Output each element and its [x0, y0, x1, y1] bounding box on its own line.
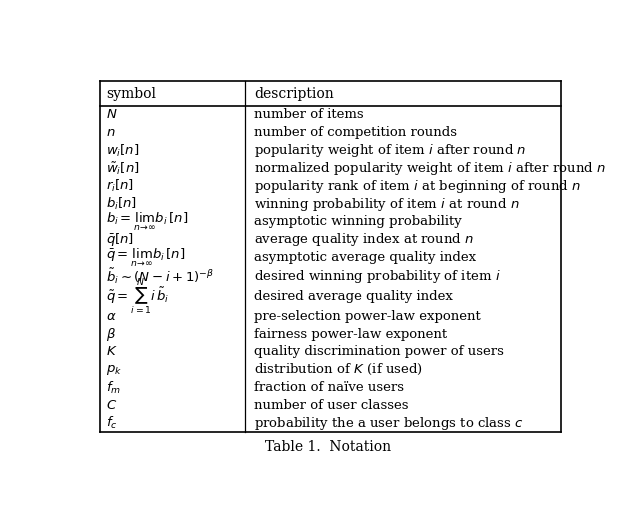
Text: Table 1.  Notation: Table 1. Notation: [265, 440, 391, 454]
Text: $\alpha$: $\alpha$: [106, 310, 116, 323]
Text: average quality index at round $n$: average quality index at round $n$: [254, 231, 474, 248]
Text: distribution of $K$ (if used): distribution of $K$ (if used): [254, 362, 423, 377]
Text: $f_m$: $f_m$: [106, 379, 121, 396]
Text: asymptotic average quality index: asymptotic average quality index: [254, 251, 476, 264]
Text: probability the a user belongs to class $c$: probability the a user belongs to class …: [254, 414, 524, 432]
Text: popularity weight of item $i$ after round $n$: popularity weight of item $i$ after roun…: [254, 142, 527, 159]
Text: $\bar{q}[n]$: $\bar{q}[n]$: [106, 231, 134, 248]
Text: $\tilde{w}_i[n]$: $\tilde{w}_i[n]$: [106, 160, 140, 177]
Text: $\tilde{b}_i \sim (N - i + 1)^{-\beta}$: $\tilde{b}_i \sim (N - i + 1)^{-\beta}$: [106, 267, 214, 286]
Text: number of items: number of items: [254, 108, 364, 122]
Text: $f_c$: $f_c$: [106, 415, 117, 431]
Text: $w_i[n]$: $w_i[n]$: [106, 143, 140, 159]
Text: number of user classes: number of user classes: [254, 399, 408, 412]
Text: $N$: $N$: [106, 108, 117, 122]
Text: $n$: $n$: [106, 126, 115, 139]
Text: $p_k$: $p_k$: [106, 363, 122, 377]
Text: $C$: $C$: [106, 399, 117, 412]
Text: asymptotic winning probability: asymptotic winning probability: [254, 215, 462, 228]
Text: quality discrimination power of users: quality discrimination power of users: [254, 345, 504, 358]
Text: $K$: $K$: [106, 345, 117, 358]
Text: desired winning probability of item $i$: desired winning probability of item $i$: [254, 268, 500, 285]
Text: $b_i = \lim_{n\to\infty} b_i[n]$: $b_i = \lim_{n\to\infty} b_i[n]$: [106, 211, 188, 233]
Text: $\tilde{q} = \sum_{i=1}^{N} i\,\tilde{b}_i$: $\tilde{q} = \sum_{i=1}^{N} i\,\tilde{b}…: [106, 277, 169, 317]
Text: number of competition rounds: number of competition rounds: [254, 126, 457, 139]
Text: normalized popularity weight of item $i$ after round $n$: normalized popularity weight of item $i$…: [254, 160, 606, 177]
Text: winning probability of item $i$ at round $n$: winning probability of item $i$ at round…: [254, 195, 520, 213]
Text: $b_i[n]$: $b_i[n]$: [106, 196, 137, 212]
Text: pre-selection power-law exponent: pre-selection power-law exponent: [254, 310, 481, 323]
Text: $\beta$: $\beta$: [106, 325, 116, 343]
Text: $\bar{q} = \lim_{n\to\infty} b_i[n]$: $\bar{q} = \lim_{n\to\infty} b_i[n]$: [106, 246, 185, 268]
Text: desired average quality index: desired average quality index: [254, 290, 453, 303]
Text: $r_i[n]$: $r_i[n]$: [106, 178, 134, 194]
Text: popularity rank of item $i$ at beginning of round $n$: popularity rank of item $i$ at beginning…: [254, 178, 581, 195]
Text: fairness power-law exponent: fairness power-law exponent: [254, 328, 447, 341]
Text: symbol: symbol: [106, 86, 156, 101]
Text: fraction of naïve users: fraction of naïve users: [254, 381, 404, 394]
Text: description: description: [254, 86, 334, 101]
